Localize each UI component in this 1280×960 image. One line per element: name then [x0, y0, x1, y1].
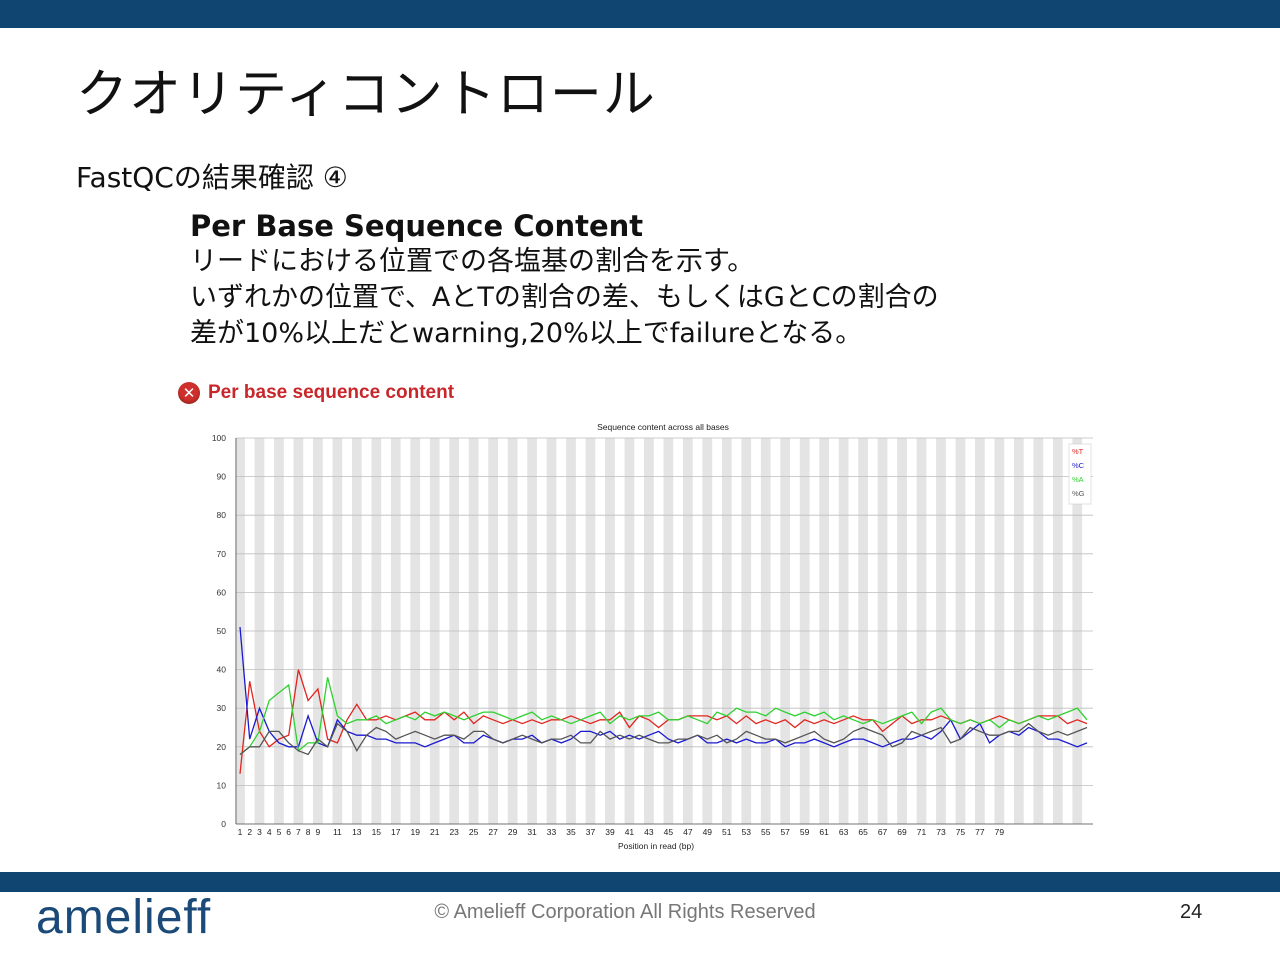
- chart-x-tick-label: 63: [839, 827, 849, 837]
- chart-x-axis-label: Position in read (bp): [618, 841, 694, 851]
- chart-x-tick-label: 19: [411, 827, 421, 837]
- chart-x-tick-label: 61: [819, 827, 829, 837]
- chart-x-tick-label: 5: [277, 827, 282, 837]
- chart-legend-entry: %T: [1072, 447, 1084, 456]
- failure-cross-icon: ✕: [178, 382, 200, 404]
- fastqc-module-title: Per base sequence content: [208, 382, 455, 403]
- chart-gridlines: [236, 437, 1093, 825]
- chart-series-line-c: [239, 627, 1088, 748]
- slide-title: クオリティコントロール: [76, 65, 656, 125]
- chart-x-tick-label: 77: [975, 827, 985, 837]
- chart-x-tick-label: 55: [761, 827, 771, 837]
- chart-x-tick-label: 7: [296, 827, 301, 837]
- chart-x-tick-label: 35: [566, 827, 576, 837]
- chart-x-tick-label: 45: [664, 827, 674, 837]
- body-heading: Per Base Sequence Content: [190, 209, 644, 243]
- chart-x-tick-label: 27: [488, 827, 498, 837]
- chart-x-tick-label: 6: [286, 827, 291, 837]
- chart-x-tick-label: 23: [449, 827, 459, 837]
- chart-y-tick-label: 20: [217, 742, 227, 752]
- chart-x-tick-label: 4: [267, 827, 272, 837]
- chart-x-tick-label: 59: [800, 827, 810, 837]
- chart-series-line-t: [239, 669, 1088, 774]
- slide-body: Per Base Sequence Content リードにおける位置での各塩基…: [190, 208, 1170, 352]
- chart-x-ticks: 1 2 3 4 5 6 7 8 9 11 13 15 17 19 21 23 25 27 29 31 33 35 37 39 4…: [238, 827, 1005, 837]
- chart-title: Sequence content across all bases: [597, 422, 729, 432]
- chart-y-tick-label: 10: [217, 780, 227, 790]
- chart-x-tick-label: 25: [469, 827, 479, 837]
- chart-x-tick-label: 3: [257, 827, 262, 837]
- chart-series-lines: [239, 627, 1088, 774]
- chart-x-tick-label: 13: [352, 827, 362, 837]
- chart-x-tick-label: 29: [508, 827, 518, 837]
- chart-legend-entry: %A: [1072, 475, 1084, 484]
- company-logo: amelieff: [36, 891, 212, 944]
- chart-x-tick-label: 17: [391, 827, 401, 837]
- chart-x-tick-label: 2: [247, 827, 252, 837]
- chart-x-tick-label: 21: [430, 827, 440, 837]
- chart-x-tick-label: 41: [625, 827, 635, 837]
- chart-y-tick-label: 40: [217, 665, 227, 675]
- slide-subtitle: FastQCの結果確認 ④: [76, 161, 348, 194]
- bottom-accent-bar: [0, 872, 1280, 892]
- chart-x-tick-label: 37: [586, 827, 596, 837]
- chart-x-tick-label: 79: [995, 827, 1005, 837]
- copyright-label: © Amelieff Corporation All Rights Reserv…: [434, 901, 816, 923]
- chart-x-tick-label: 1: [238, 827, 243, 837]
- chart-x-tick-label: 51: [722, 827, 732, 837]
- chart-y-tick-label: 50: [217, 626, 227, 636]
- top-accent-bar: [0, 0, 1280, 28]
- chart-x-tick-label: 73: [936, 827, 946, 837]
- chart-x-tick-label: 75: [956, 827, 966, 837]
- chart-x-tick-label: 71: [917, 827, 927, 837]
- chart-x-tick-label: 9: [316, 827, 321, 837]
- chart-x-tick-label: 43: [644, 827, 654, 837]
- body-line-1: リードにおける位置での各塩基の割合を示す。: [190, 246, 755, 277]
- chart-axes: [235, 438, 1093, 825]
- chart-series-line-a: [239, 677, 1088, 756]
- chart-legend-box: [1068, 443, 1092, 505]
- chart-y-tick-label: 80: [217, 510, 227, 520]
- chart-y-ticks: 0 10 20 30 40 50 60 70 80 90 100: [212, 433, 226, 829]
- chart-x-tick-label: 39: [605, 827, 615, 837]
- chart-x-tick-label: 47: [683, 827, 693, 837]
- chart-x-tick-label: 31: [527, 827, 537, 837]
- chart-x-tick-label: 57: [780, 827, 790, 837]
- chart-y-tick-label: 30: [217, 703, 227, 713]
- chart-series-line-g: [239, 722, 1088, 756]
- chart-x-tick-label: 65: [858, 827, 868, 837]
- chart-legend: %T %C %A %G: [1068, 443, 1092, 505]
- chart-y-tick-label: 60: [217, 587, 227, 597]
- chart-x-tick-label: 33: [547, 827, 557, 837]
- body-line-3: 差が10%以上だとwarning,20%以上でfailureとなる。: [190, 318, 863, 349]
- chart-x-tick-label: 53: [742, 827, 752, 837]
- chart-legend-entry: %G: [1072, 489, 1085, 498]
- fastqc-module-header: ✕ Per base sequence content: [178, 378, 454, 408]
- copyright-text: © Amelieff Corporation All Rights Reserv…: [0, 901, 1280, 924]
- chart-x-tick-label: 11: [333, 827, 342, 837]
- chart-x-tick-label: 49: [703, 827, 713, 837]
- chart-y-tick-label: 0: [221, 819, 226, 829]
- page-number: 24: [1180, 901, 1203, 923]
- chart-x-tick-label: 67: [878, 827, 888, 837]
- chart-x-tick-label: 69: [897, 827, 907, 837]
- chart-legend-entry: %C: [1072, 461, 1085, 470]
- chart-y-tick-label: 90: [217, 472, 227, 482]
- chart-y-tick-label: 100: [212, 433, 226, 443]
- chart-y-tick-label: 70: [217, 549, 227, 559]
- body-line-2: いずれかの位置で、AとTの割合の差、もしくはGとCの割合の: [190, 282, 939, 313]
- chart-x-tick-label: 8: [306, 827, 311, 837]
- chart-x-tick-label: 15: [372, 827, 382, 837]
